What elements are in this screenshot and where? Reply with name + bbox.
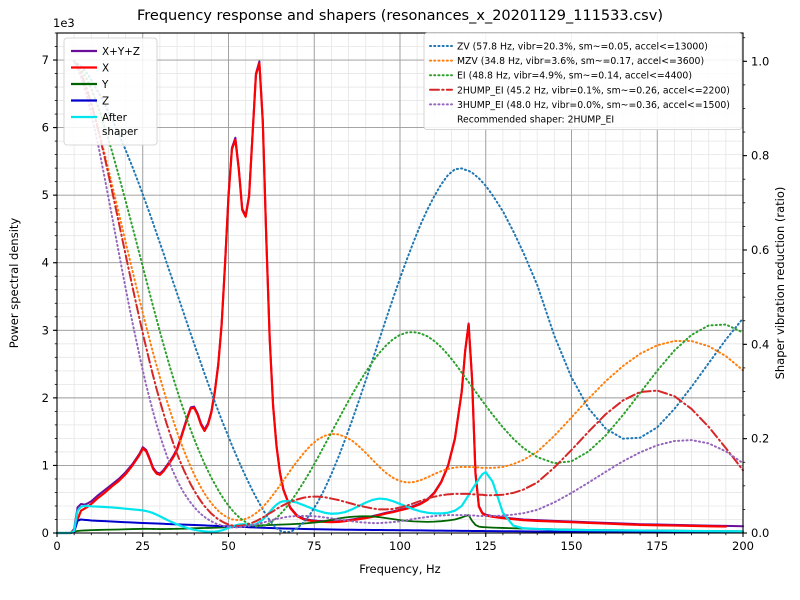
series-path-3hump-ei [73,60,744,529]
y-axis-label: Power spectral density [7,218,21,349]
x-tick-label: 175 [646,539,668,553]
axes-layer [53,32,747,537]
labels-layer: 0 25 50 75 100 125 150 175 200 0 1 2 3 4 5 6 7 0.0 0.2 0.4 0… [7,8,787,576]
x-tick-label: 75 [307,539,322,553]
legend-label-zv: ZV (57.8 Hz, vibr=20.3%, sm~=0.05, accel… [457,42,708,53]
y2-tick-label: 0.8 [751,149,769,163]
y2-axis-label: Shaper vibration reduction (ratio) [773,187,787,380]
x-axis-label: Frequency, Hz [359,562,440,576]
y-tick-label: 5 [42,188,49,202]
legend-label-x: X [102,63,109,75]
y-tick-label: 3 [42,323,49,337]
legend-label-2hump_ei: 2HUMP_EI (45.2 Hz, vibr=0.1%, sm~=0.26, … [457,85,730,96]
y-tick-label: 2 [42,391,49,405]
legend-label-z: Z [102,96,109,108]
legend-label-after-shaper-2: shaper [102,126,138,138]
legend-label-after-shaper: After [102,112,128,124]
psd-legend-box [63,37,158,146]
series-path-z [56,518,744,534]
x-tick-label: 200 [732,539,754,553]
legend-label-x-y-z: X+Y+Z [102,46,140,58]
legend-label-y: Y [101,79,109,91]
series-path-mzv [73,60,744,522]
x-tick-label: 0 [53,539,60,553]
x-tick-label: 150 [561,539,583,553]
y2-tick-label: 0.6 [751,243,769,257]
series-path-2hump-ei [73,60,744,527]
series-path-y [56,514,744,534]
grid-layer [56,32,744,534]
shaper-legend-box [423,32,743,130]
series-path-x [55,62,727,535]
x-tick-label: 125 [475,539,497,553]
y-tick-label: 6 [42,121,49,135]
legend-label-mzv: MZV (34.8 Hz, vibr=3.6%, sm~=0.17, accel… [457,56,704,67]
legend-label-ei: EI (48.8 Hz, vibr=4.9%, sm~=0.14, accel<… [457,71,692,82]
y2-tick-label: 1.0 [751,54,769,68]
y-tick-label: 4 [42,256,49,270]
y2-tick-label: 0.4 [751,337,769,351]
y-tick-label: 0 [42,526,49,540]
recommended-shaper-note: Recommended shaper: 2HUMP_EI [457,115,614,126]
series-path-zv [73,60,744,534]
series-path-after-shaper [55,471,745,535]
y2-tick-label: 0.2 [751,432,769,446]
series-layer [55,60,745,535]
chart-title: Frequency response and shapers (resonanc… [137,8,663,24]
legend-label-3hump_ei: 3HUMP_EI (48.0 Hz, vibr=0.0%, sm~=0.36, … [457,100,730,111]
y-tick-label: 7 [42,53,49,67]
legend-layer: X+Y+Z XYZ After shaper ZV (57.8 Hz, vibr=20.… [63,32,743,146]
x-tick-label: 25 [135,539,150,553]
y2-tick-label: 0.0 [751,526,769,540]
y-tick-label: 1 [42,458,49,472]
x-tick-label: 50 [221,539,236,553]
y-axis-offset-label: 1e3 [53,16,75,30]
x-tick-label: 100 [389,539,411,553]
